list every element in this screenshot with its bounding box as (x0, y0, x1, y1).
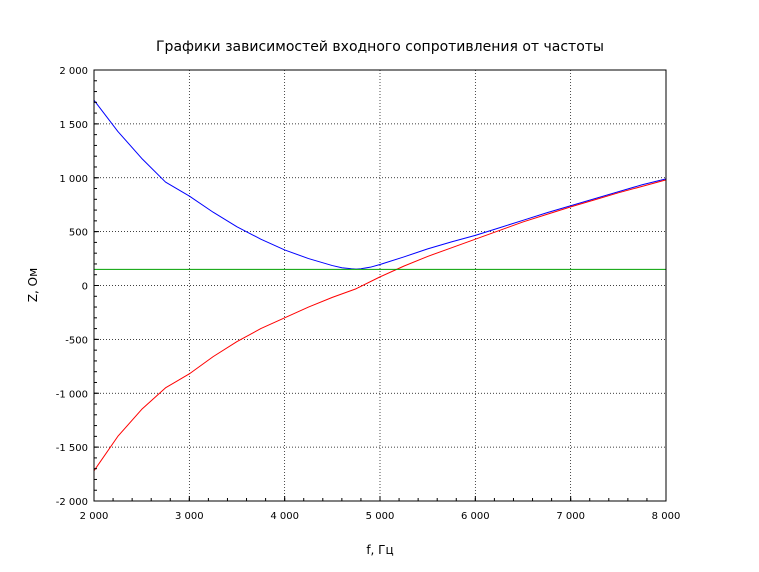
chart-title: Графики зависимостей входного сопротивле… (156, 39, 604, 55)
x-tick-label: 3 000 (175, 511, 204, 522)
x-tick-label: 6 000 (461, 511, 490, 522)
y-tick-label: 0 (82, 282, 88, 293)
x-tick-label: 2 000 (80, 511, 109, 522)
y-axis-label: Z, Ом (26, 268, 40, 302)
y-tick-label: -1 500 (56, 443, 88, 454)
grid-lines (94, 70, 666, 501)
x-tick-label: 8 000 (652, 511, 681, 522)
x-tick-label: 7 000 (556, 511, 585, 522)
x-axis-label: f, Гц (366, 543, 393, 557)
y-tick-label: 500 (69, 228, 88, 239)
y-tick-label: -1 000 (56, 389, 88, 400)
series-line-1 (93, 99, 667, 270)
x-axis: 2 000 3 000 4 000 5 000 6 000 7 000 8 000 (80, 496, 681, 522)
y-axis: 2 000 1 500 1 000 500 0 -500 -1 000 -1 500 -2 00… (56, 66, 99, 508)
y-tick-label: -500 (65, 335, 88, 346)
y-tick-label: 2 000 (59, 66, 88, 77)
y-tick-label: 1 000 (59, 174, 88, 185)
x-tick-label: 5 000 (366, 511, 395, 522)
series-layer (93, 99, 667, 472)
series-line-2 (93, 179, 667, 472)
y-tick-label: 1 500 (59, 120, 88, 131)
y-tick-label: -2 000 (56, 497, 88, 508)
x-tick-label: 4 000 (270, 511, 299, 522)
